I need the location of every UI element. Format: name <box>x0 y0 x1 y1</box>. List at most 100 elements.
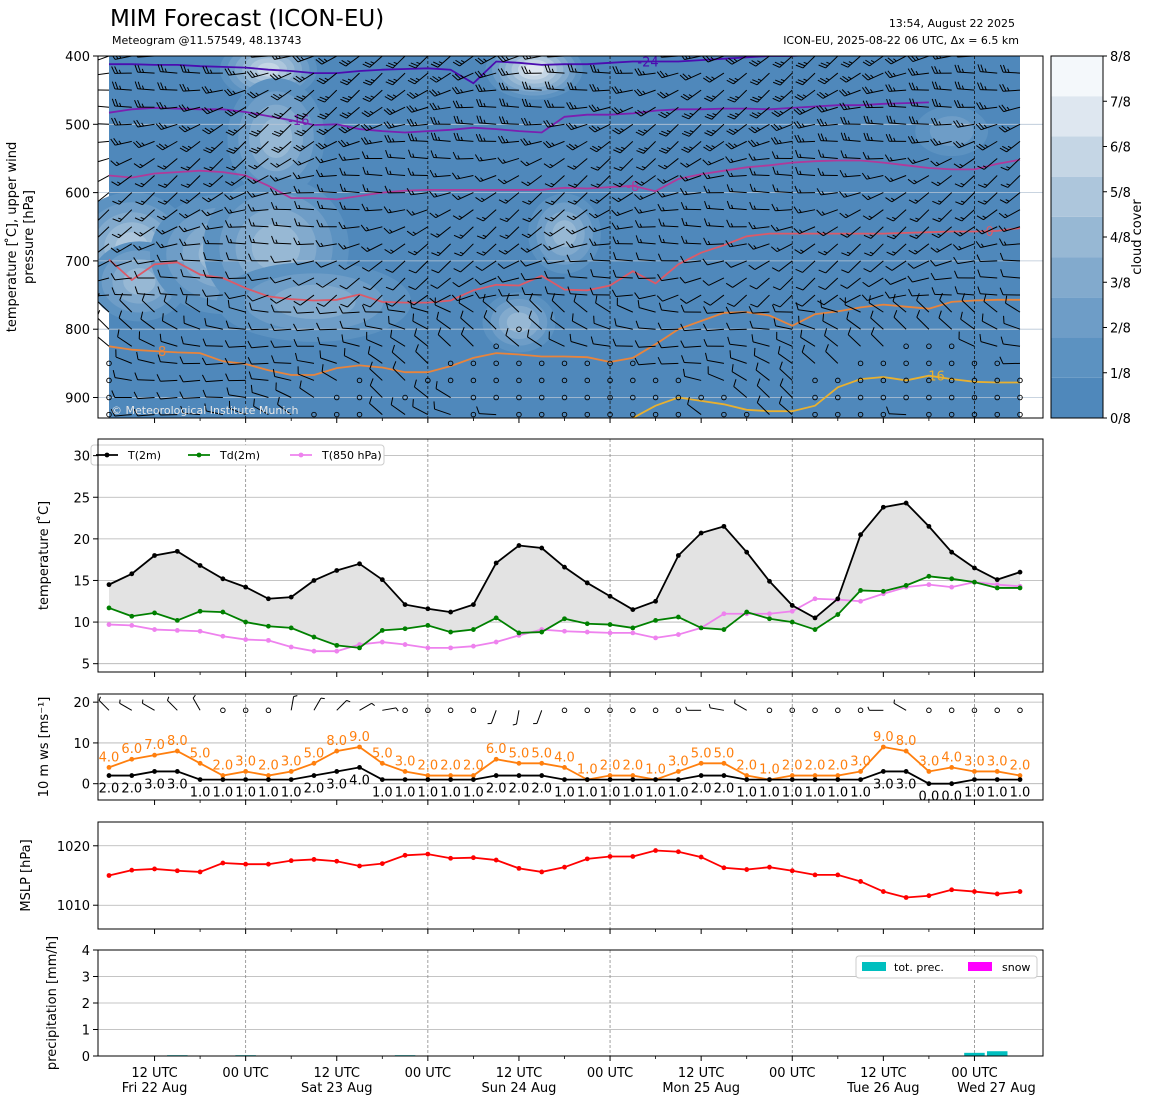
barb-flag <box>685 205 688 210</box>
barb-staff <box>369 385 383 398</box>
barb-flag <box>340 98 348 103</box>
barb-flag <box>339 201 344 210</box>
barb-flag <box>976 102 981 110</box>
barb-flag <box>570 243 575 248</box>
barb-flag <box>568 143 576 149</box>
barb-flag <box>930 259 936 267</box>
colorbar-tick-label: 4/8 <box>1110 231 1131 246</box>
barb-flag <box>1003 241 1007 246</box>
barb-staff <box>707 359 725 364</box>
calm-circle <box>948 377 955 384</box>
series-point <box>288 858 294 864</box>
barb-flag <box>796 121 802 128</box>
wind-barb <box>977 64 998 74</box>
barb-flag <box>747 243 754 250</box>
legend-box <box>90 444 385 466</box>
barb-staff <box>755 369 770 381</box>
barb-flag <box>817 167 822 176</box>
barb-flag <box>907 136 913 144</box>
barb-flag <box>317 98 325 103</box>
barb-staff <box>1003 322 1021 330</box>
barb-flag <box>847 136 851 141</box>
barb-staff <box>411 307 428 313</box>
barb-flag <box>225 131 233 136</box>
barb-flag <box>730 172 734 177</box>
wind-barb <box>588 104 611 112</box>
wind-barb <box>529 292 543 313</box>
barb-flag <box>164 68 167 73</box>
wind-barb <box>612 123 634 135</box>
wind-barb <box>868 295 884 313</box>
barb-flag <box>387 62 396 67</box>
barb-flag <box>385 166 389 175</box>
barb-flag <box>1007 68 1010 73</box>
barb-staff <box>892 300 907 313</box>
barb-staff <box>98 157 110 163</box>
barb-flag <box>550 311 553 320</box>
barb-flag <box>569 333 572 342</box>
barb-staff <box>388 309 406 313</box>
barb-flag <box>821 211 825 215</box>
barb-flag <box>911 116 916 124</box>
calm-circle <box>971 394 978 401</box>
series-point <box>357 645 362 651</box>
series-point <box>266 596 271 602</box>
barb-flag <box>474 291 480 299</box>
barb-flag <box>596 183 601 186</box>
barb-flag <box>726 302 735 307</box>
barb-flag <box>201 86 207 94</box>
barb-flag <box>164 144 169 148</box>
barb-flag <box>658 113 666 119</box>
wind-barb <box>588 123 611 133</box>
wind-barb <box>383 106 406 116</box>
barb-flag <box>983 104 987 109</box>
barb-flag <box>224 89 230 97</box>
wind-barb <box>247 273 269 282</box>
barb-flag <box>983 294 987 302</box>
barb-flag <box>679 74 687 81</box>
isotherm-line <box>108 298 1020 376</box>
barb-flag <box>915 56 919 60</box>
barb-flag <box>776 247 781 251</box>
barb-flag <box>497 68 503 76</box>
wind-barb <box>225 320 246 330</box>
barb-flag <box>637 109 644 115</box>
calm-circle <box>721 411 727 418</box>
barb-flag <box>225 235 230 243</box>
barb-flag <box>455 59 463 65</box>
barb-staff <box>916 300 930 313</box>
barb-flag <box>209 69 213 74</box>
barb-flag <box>156 102 161 110</box>
x-tick-date-label: Wed 27 Aug <box>957 1081 1036 1096</box>
series-point <box>516 760 522 766</box>
barb-flag <box>702 56 709 63</box>
barb-flag <box>183 227 188 232</box>
wind-barb <box>338 123 360 134</box>
series-point <box>129 623 135 628</box>
barb-staff <box>183 412 201 416</box>
gust-label: 8.0 <box>326 734 347 749</box>
barb-flag <box>275 239 278 244</box>
wind-barb <box>703 306 724 314</box>
wind-barb <box>861 72 884 81</box>
series-point <box>630 607 636 612</box>
barb-staff <box>140 318 155 330</box>
barb-staff <box>290 696 295 711</box>
x-tick-label: 00 UTC <box>587 1066 633 1081</box>
series-point <box>789 608 795 614</box>
barb-flag <box>88 276 93 282</box>
barb-flag <box>984 144 989 148</box>
wind-barb <box>634 292 656 300</box>
barb-staff <box>528 317 543 330</box>
barb-staff <box>501 294 519 297</box>
wind-barb <box>429 102 451 111</box>
gust-label: 2.0 <box>463 759 484 774</box>
barb-flag <box>775 227 780 231</box>
mean-wind-label: 0.0 <box>919 790 940 805</box>
barb-flag <box>451 172 458 180</box>
barb-flag <box>685 706 688 711</box>
wind-barb <box>141 293 155 313</box>
barb-flag <box>657 253 662 261</box>
barb-flag <box>474 58 482 65</box>
calm-circle <box>561 360 568 367</box>
